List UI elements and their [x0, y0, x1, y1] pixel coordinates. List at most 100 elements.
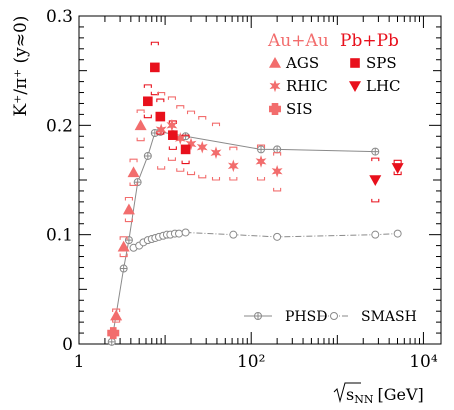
data-point-sps — [180, 144, 191, 155]
data-point-ags — [117, 240, 130, 252]
model-point-phsd-plus — [108, 338, 116, 346]
systematic-bracket — [157, 91, 166, 170]
data-point-ags — [127, 166, 140, 178]
systematic-bracket — [167, 96, 176, 161]
model-point-phsd — [257, 145, 266, 154]
data-point-sps — [150, 62, 160, 73]
minor-ticks — [79, 16, 441, 344]
data-point-rhic — [174, 132, 186, 145]
data-point-sis — [107, 327, 120, 340]
x-axis-label-unit: [GeV] — [377, 385, 423, 404]
x-tick-label: 1 — [74, 352, 85, 372]
model-point-phsd-plus — [144, 152, 152, 160]
model-point-phsd — [181, 132, 190, 141]
data-point-rhic — [271, 164, 283, 178]
model-point-smash — [371, 230, 380, 239]
model-point-phsd-plus — [134, 178, 142, 186]
data-point-rhic — [166, 119, 178, 132]
systematic-bracket — [176, 105, 185, 172]
y-tick-label: 0.1 — [46, 226, 73, 246]
sqrt-sign-icon — [333, 382, 361, 403]
model-point-smash — [393, 229, 402, 238]
model-point-phsd — [133, 178, 142, 187]
data-point-rhic — [196, 140, 208, 154]
legend-header-pbpb: Pb+Pb — [340, 31, 399, 51]
data-point-rhic — [210, 146, 222, 159]
systematic-bracket — [150, 41, 159, 96]
model-point-phsd-plus — [120, 265, 128, 273]
legend-model-items — [244, 312, 348, 320]
data-point-sps — [155, 111, 166, 122]
model-point-phsd — [371, 147, 380, 156]
model-point-phsd-plus — [273, 145, 281, 153]
systematic-bracket — [229, 146, 238, 181]
legend-marker-smash — [330, 312, 338, 320]
x-tick-label: 10² — [237, 352, 265, 372]
legend-label-ags: AGS — [285, 54, 319, 72]
data-point-ags — [122, 203, 135, 215]
y-tick-label: 0.2 — [46, 116, 73, 136]
model-point-phsd-plus — [125, 236, 133, 244]
y-tick-label: 0.3 — [46, 7, 73, 27]
legend-label-lhc: LHC — [366, 77, 401, 95]
legend-models: PHSD SMASH — [244, 309, 417, 325]
model-point-smash — [175, 229, 184, 238]
legend-label-sps: SPS — [366, 54, 397, 72]
data-point-lhc — [369, 175, 382, 186]
model-point-phsd — [273, 145, 282, 154]
data-point-rhic — [255, 155, 267, 168]
model-point-phsd — [107, 337, 116, 346]
systematic-bracket — [186, 110, 196, 176]
model-point-phsd-plus — [257, 145, 265, 153]
legend-items — [269, 57, 361, 115]
model-point-smash — [181, 228, 190, 237]
data-point-lhc — [391, 163, 404, 174]
model-point-smash — [229, 230, 238, 239]
systematic-bracket — [136, 109, 145, 142]
systematic-bracket — [211, 122, 221, 181]
systematic-bracket — [273, 152, 282, 192]
major-ticks — [78, 15, 441, 345]
model-point-smash — [273, 232, 282, 241]
legend-label-rhic: RHIC — [286, 77, 328, 95]
systematic-bracket — [129, 158, 138, 187]
y-tick-label: 0 — [62, 335, 73, 355]
x-axis-label-subscript: NN — [354, 393, 374, 406]
legend-marker-sis — [269, 103, 282, 115]
data-point-rhic — [227, 159, 239, 173]
model-point-phsd — [119, 264, 128, 273]
legend-experiments: Au+Au Pb+Pb AGS RHIC SIS SPS LHC — [267, 31, 401, 118]
data-point-sps — [168, 130, 178, 140]
y-tick-labels: 0 0.1 0.2 0.3 — [46, 7, 73, 355]
y-axis-label: K⁺/π⁺ (y≈0) — [11, 16, 31, 117]
x-axis-label-s: s — [346, 385, 354, 404]
systematic-bracket — [119, 236, 128, 258]
systematic-bracket — [393, 159, 402, 176]
legend-marker-ags — [269, 57, 281, 68]
data-point-sps — [143, 96, 153, 107]
systematic-bracket — [198, 116, 207, 179]
data-point-ags — [134, 119, 147, 131]
data-point-ags — [110, 309, 123, 321]
legend-marker-lhc — [349, 81, 361, 92]
legend-label-smash: SMASH — [361, 309, 417, 325]
x-tick-label: 10⁴ — [409, 352, 438, 372]
legend-label-sis: SIS — [286, 100, 312, 118]
systematic-bracket — [112, 308, 121, 323]
legend-marker-rhic — [269, 79, 281, 93]
legend-marker-phsd — [254, 312, 262, 320]
model-curves — [107, 127, 402, 346]
model-point-phsd — [124, 236, 133, 245]
legend-marker-phsd-plus — [254, 312, 262, 320]
legend-label-phsd: PHSD — [285, 309, 327, 325]
x-axis-label: sNN [GeV] — [333, 382, 424, 406]
data-markers — [107, 62, 404, 340]
x-tick-labels: 1 10² 10⁴ — [74, 352, 438, 372]
model-point-phsd-plus — [371, 148, 379, 156]
svg-text:sNN[GeV]: sNN [GeV] — [346, 385, 424, 406]
systematic-bracket — [143, 84, 152, 119]
legend-marker-sps — [350, 58, 360, 68]
systematic-bracket — [256, 144, 266, 181]
data-point-rhic — [155, 123, 167, 137]
